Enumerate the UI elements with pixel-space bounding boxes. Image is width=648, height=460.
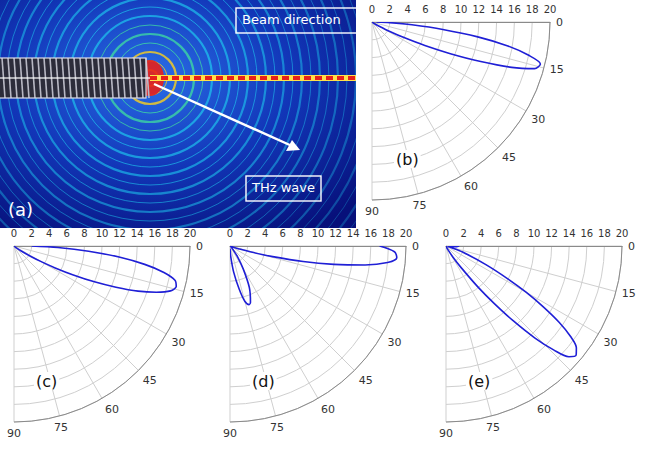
svg-text:6: 6 xyxy=(280,228,286,239)
svg-text:30: 30 xyxy=(388,336,402,349)
svg-text:30: 30 xyxy=(604,336,618,349)
svg-text:15: 15 xyxy=(190,287,204,300)
svg-text:2: 2 xyxy=(28,228,34,239)
svg-text:14: 14 xyxy=(490,4,503,15)
svg-text:15: 15 xyxy=(622,287,636,300)
svg-text:0: 0 xyxy=(227,228,233,239)
svg-text:8: 8 xyxy=(440,4,446,15)
svg-text:90: 90 xyxy=(439,427,453,440)
svg-text:75: 75 xyxy=(270,421,284,434)
svg-text:10: 10 xyxy=(96,228,109,239)
svg-text:14: 14 xyxy=(563,228,576,239)
svg-text:30: 30 xyxy=(531,113,545,126)
svg-text:45: 45 xyxy=(143,374,157,387)
svg-text:14: 14 xyxy=(131,228,144,239)
svg-text:16: 16 xyxy=(508,4,521,15)
svg-text:10: 10 xyxy=(455,4,468,15)
svg-text:12: 12 xyxy=(545,228,558,239)
svg-text:4: 4 xyxy=(262,228,268,239)
svg-text:0: 0 xyxy=(628,240,635,253)
svg-text:THz wave: THz wave xyxy=(251,180,315,195)
svg-text:18: 18 xyxy=(526,4,539,15)
svg-text:6: 6 xyxy=(496,228,502,239)
svg-text:75: 75 xyxy=(486,421,500,434)
svg-text:30: 30 xyxy=(172,336,186,349)
svg-text:60: 60 xyxy=(321,403,335,416)
svg-text:18: 18 xyxy=(166,228,179,239)
svg-text:15: 15 xyxy=(550,63,564,76)
svg-text:60: 60 xyxy=(105,403,119,416)
svg-text:45: 45 xyxy=(359,374,373,387)
svg-text:Beam direction: Beam direction xyxy=(242,12,341,27)
svg-text:4: 4 xyxy=(478,228,484,239)
svg-text:18: 18 xyxy=(382,228,395,239)
svg-text:10: 10 xyxy=(528,228,541,239)
svg-text:8: 8 xyxy=(297,228,303,239)
svg-text:12: 12 xyxy=(472,4,485,15)
svg-text:(d): (d) xyxy=(252,372,275,391)
svg-text:4: 4 xyxy=(46,228,52,239)
svg-text:16: 16 xyxy=(364,228,377,239)
svg-text:16: 16 xyxy=(580,228,593,239)
svg-text:60: 60 xyxy=(537,403,551,416)
svg-text:20: 20 xyxy=(544,4,557,15)
svg-text:2: 2 xyxy=(244,228,250,239)
svg-text:4: 4 xyxy=(404,4,410,15)
svg-text:(b): (b) xyxy=(396,150,419,169)
svg-text:15: 15 xyxy=(406,287,420,300)
svg-text:12: 12 xyxy=(329,228,342,239)
svg-text:(e): (e) xyxy=(468,372,490,391)
svg-text:2: 2 xyxy=(460,228,466,239)
svg-text:75: 75 xyxy=(413,199,427,212)
svg-text:45: 45 xyxy=(575,374,589,387)
svg-text:10: 10 xyxy=(312,228,325,239)
svg-text:0: 0 xyxy=(196,240,203,253)
svg-text:6: 6 xyxy=(422,4,428,15)
svg-text:(c): (c) xyxy=(36,372,57,391)
svg-text:60: 60 xyxy=(464,180,478,193)
svg-text:0: 0 xyxy=(369,4,375,15)
svg-text:0: 0 xyxy=(11,228,17,239)
svg-text:(a): (a) xyxy=(8,199,33,220)
svg-text:18: 18 xyxy=(598,228,611,239)
svg-text:12: 12 xyxy=(113,228,126,239)
svg-text:0: 0 xyxy=(412,240,419,253)
svg-text:0: 0 xyxy=(556,16,563,29)
svg-text:14: 14 xyxy=(347,228,360,239)
svg-text:75: 75 xyxy=(54,421,68,434)
svg-text:20: 20 xyxy=(400,228,413,239)
svg-text:45: 45 xyxy=(502,151,516,164)
svg-text:8: 8 xyxy=(81,228,87,239)
svg-text:0: 0 xyxy=(443,228,449,239)
svg-text:20: 20 xyxy=(184,228,197,239)
svg-text:6: 6 xyxy=(64,228,70,239)
svg-text:90: 90 xyxy=(365,205,379,218)
svg-text:2: 2 xyxy=(387,4,393,15)
svg-text:90: 90 xyxy=(7,427,21,440)
svg-text:16: 16 xyxy=(148,228,161,239)
svg-text:8: 8 xyxy=(513,228,519,239)
svg-text:20: 20 xyxy=(616,228,629,239)
svg-text:90: 90 xyxy=(223,427,237,440)
